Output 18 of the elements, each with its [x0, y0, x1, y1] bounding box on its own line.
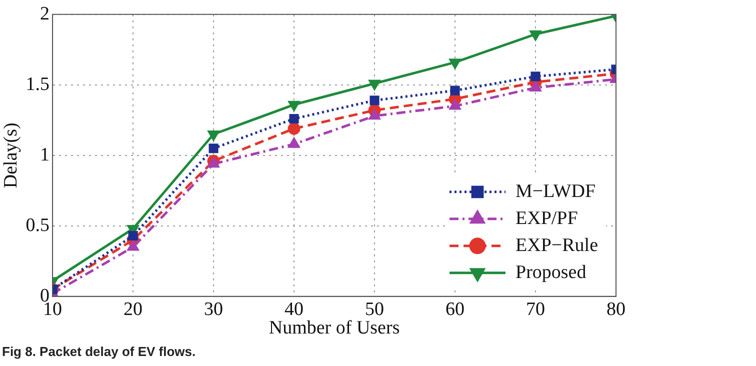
- y-tick-label: 0.5: [26, 214, 50, 236]
- x-tick-label: 30: [204, 298, 224, 320]
- x-tick-label: 80: [606, 298, 626, 320]
- y-axis-title: Delay(s): [0, 122, 22, 188]
- legend-label: M−LWDF: [516, 180, 596, 202]
- x-tick-label: 50: [365, 298, 384, 320]
- x-tick-label: 60: [446, 298, 465, 320]
- y-tick-label: 1: [40, 144, 50, 166]
- x-tick-label: 70: [526, 298, 546, 320]
- legend-label: Proposed: [516, 262, 587, 283]
- y-tick-label: 1.5: [26, 74, 50, 95]
- x-axis-title: Number of Users: [268, 318, 400, 339]
- x-tick-label: 20: [124, 298, 143, 320]
- y-tick-label: 2: [40, 3, 50, 24]
- legend-label: EXP/PF: [516, 208, 578, 229]
- caption: Fig 8. Packet delay of EV flows.: [2, 344, 197, 359]
- x-tick-label: 40: [284, 298, 304, 320]
- legend-label: EXP−Rule: [516, 234, 598, 256]
